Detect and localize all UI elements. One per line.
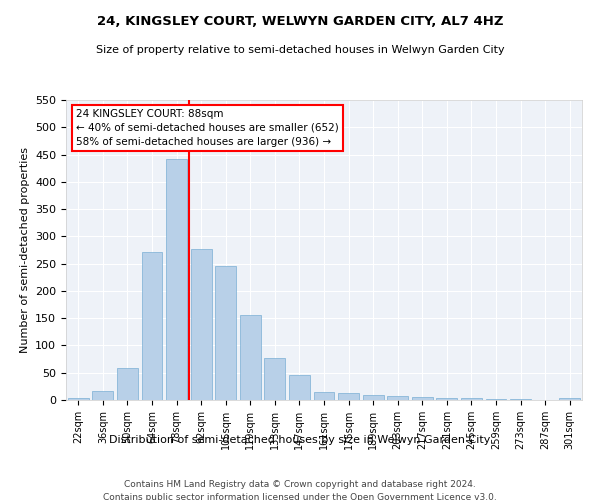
Text: Contains HM Land Registry data © Crown copyright and database right 2024.: Contains HM Land Registry data © Crown c… (124, 480, 476, 489)
Bar (387, 396, 408, 400)
Bar (436, 398, 457, 400)
Bar (314, 392, 334, 400)
Bar (191, 250, 212, 400)
Text: 24, KINGSLEY COURT, WELWYN GARDEN CITY, AL7 4HZ: 24, KINGSLEY COURT, WELWYN GARDEN CITY, … (97, 15, 503, 28)
Bar (289, 375, 310, 400)
Bar (461, 398, 482, 400)
Bar (559, 398, 580, 400)
Bar (68, 398, 89, 400)
Text: Distribution of semi-detached houses by size in Welwyn Garden City: Distribution of semi-detached houses by … (109, 435, 491, 445)
Bar (265, 358, 286, 400)
Text: Size of property relative to semi-detached houses in Welwyn Garden City: Size of property relative to semi-detach… (95, 45, 505, 55)
Bar (166, 160, 187, 400)
Bar (412, 398, 433, 400)
Text: Contains public sector information licensed under the Open Government Licence v3: Contains public sector information licen… (103, 492, 497, 500)
Y-axis label: Number of semi-detached properties: Number of semi-detached properties (20, 147, 29, 353)
Bar (215, 266, 236, 400)
Text: 24 KINGSLEY COURT: 88sqm
← 40% of semi-detached houses are smaller (652)
58% of : 24 KINGSLEY COURT: 88sqm ← 40% of semi-d… (76, 109, 339, 147)
Bar (362, 394, 383, 400)
Bar (485, 399, 506, 400)
Bar (338, 394, 359, 400)
Bar (92, 392, 113, 400)
Bar (240, 316, 261, 400)
Bar (142, 252, 163, 400)
Bar (117, 368, 138, 400)
